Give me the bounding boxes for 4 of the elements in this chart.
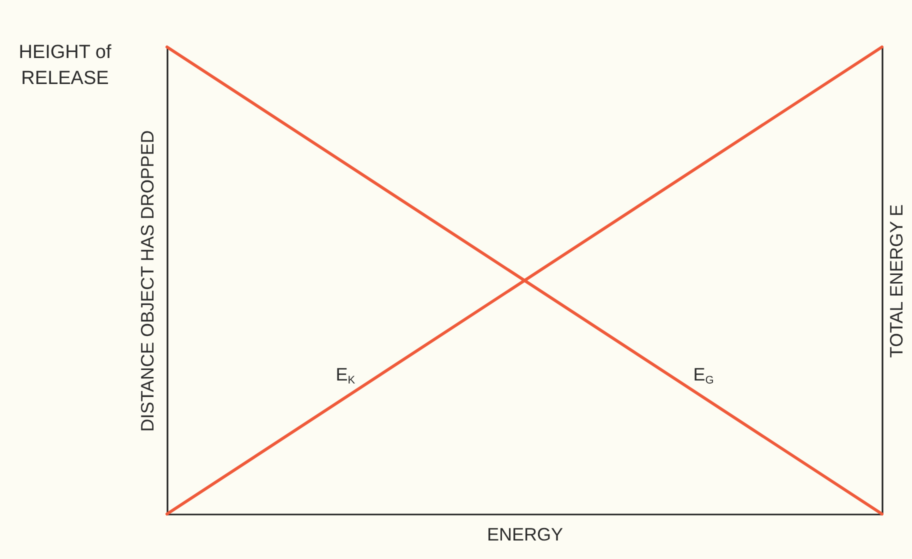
annotation: HEIGHT of RELEASE [18, 42, 112, 89]
y2-axis-title: TOTAL ENERGY E [886, 204, 906, 358]
y-axis-title: DISTANCE OBJECT HAS DROPPED [138, 130, 158, 432]
x-axis-title: ENERGY [486, 524, 564, 544]
